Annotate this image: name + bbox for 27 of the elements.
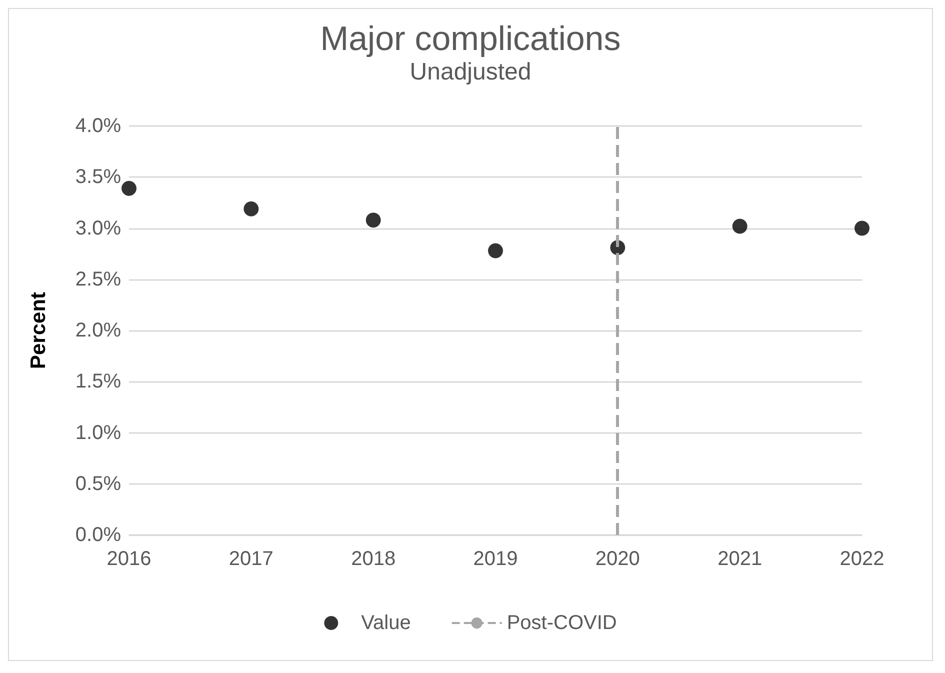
x-tick-label: 2017 xyxy=(228,548,274,570)
y-tick-label: 2.5% xyxy=(75,268,122,290)
chart-subtitle: Unadjusted xyxy=(410,58,532,86)
y-tick-label: 0.5% xyxy=(75,472,122,495)
x-tick-label: 2018 xyxy=(351,548,396,570)
x-tick-label: 2019 xyxy=(473,548,518,570)
chart-title: Major complications xyxy=(320,20,621,58)
point xyxy=(488,243,503,258)
x-tick-label: 2022 xyxy=(840,548,884,570)
legend-label: Value xyxy=(361,612,411,634)
point xyxy=(854,220,870,236)
x-tick-label: 2016 xyxy=(106,548,152,570)
point xyxy=(122,180,136,196)
point xyxy=(244,201,259,216)
x-tick-label: 2021 xyxy=(718,548,762,570)
point xyxy=(732,218,748,234)
y-tick-label: 0.0% xyxy=(75,524,122,546)
y-tick-label: 3.0% xyxy=(75,217,122,240)
y-tick-label: 3.5% xyxy=(75,166,122,188)
x-tick-label: 2020 xyxy=(595,548,640,570)
y-tick-label: 1.0% xyxy=(75,422,122,444)
point xyxy=(366,212,381,228)
y-axis-title: Percent xyxy=(27,292,50,370)
y-tick-label: 1.5% xyxy=(75,370,122,393)
y-tick-label: 2.0% xyxy=(75,320,122,342)
y-tick-label: 4.0% xyxy=(75,115,122,137)
legend-label: Post-COVID xyxy=(506,612,617,634)
